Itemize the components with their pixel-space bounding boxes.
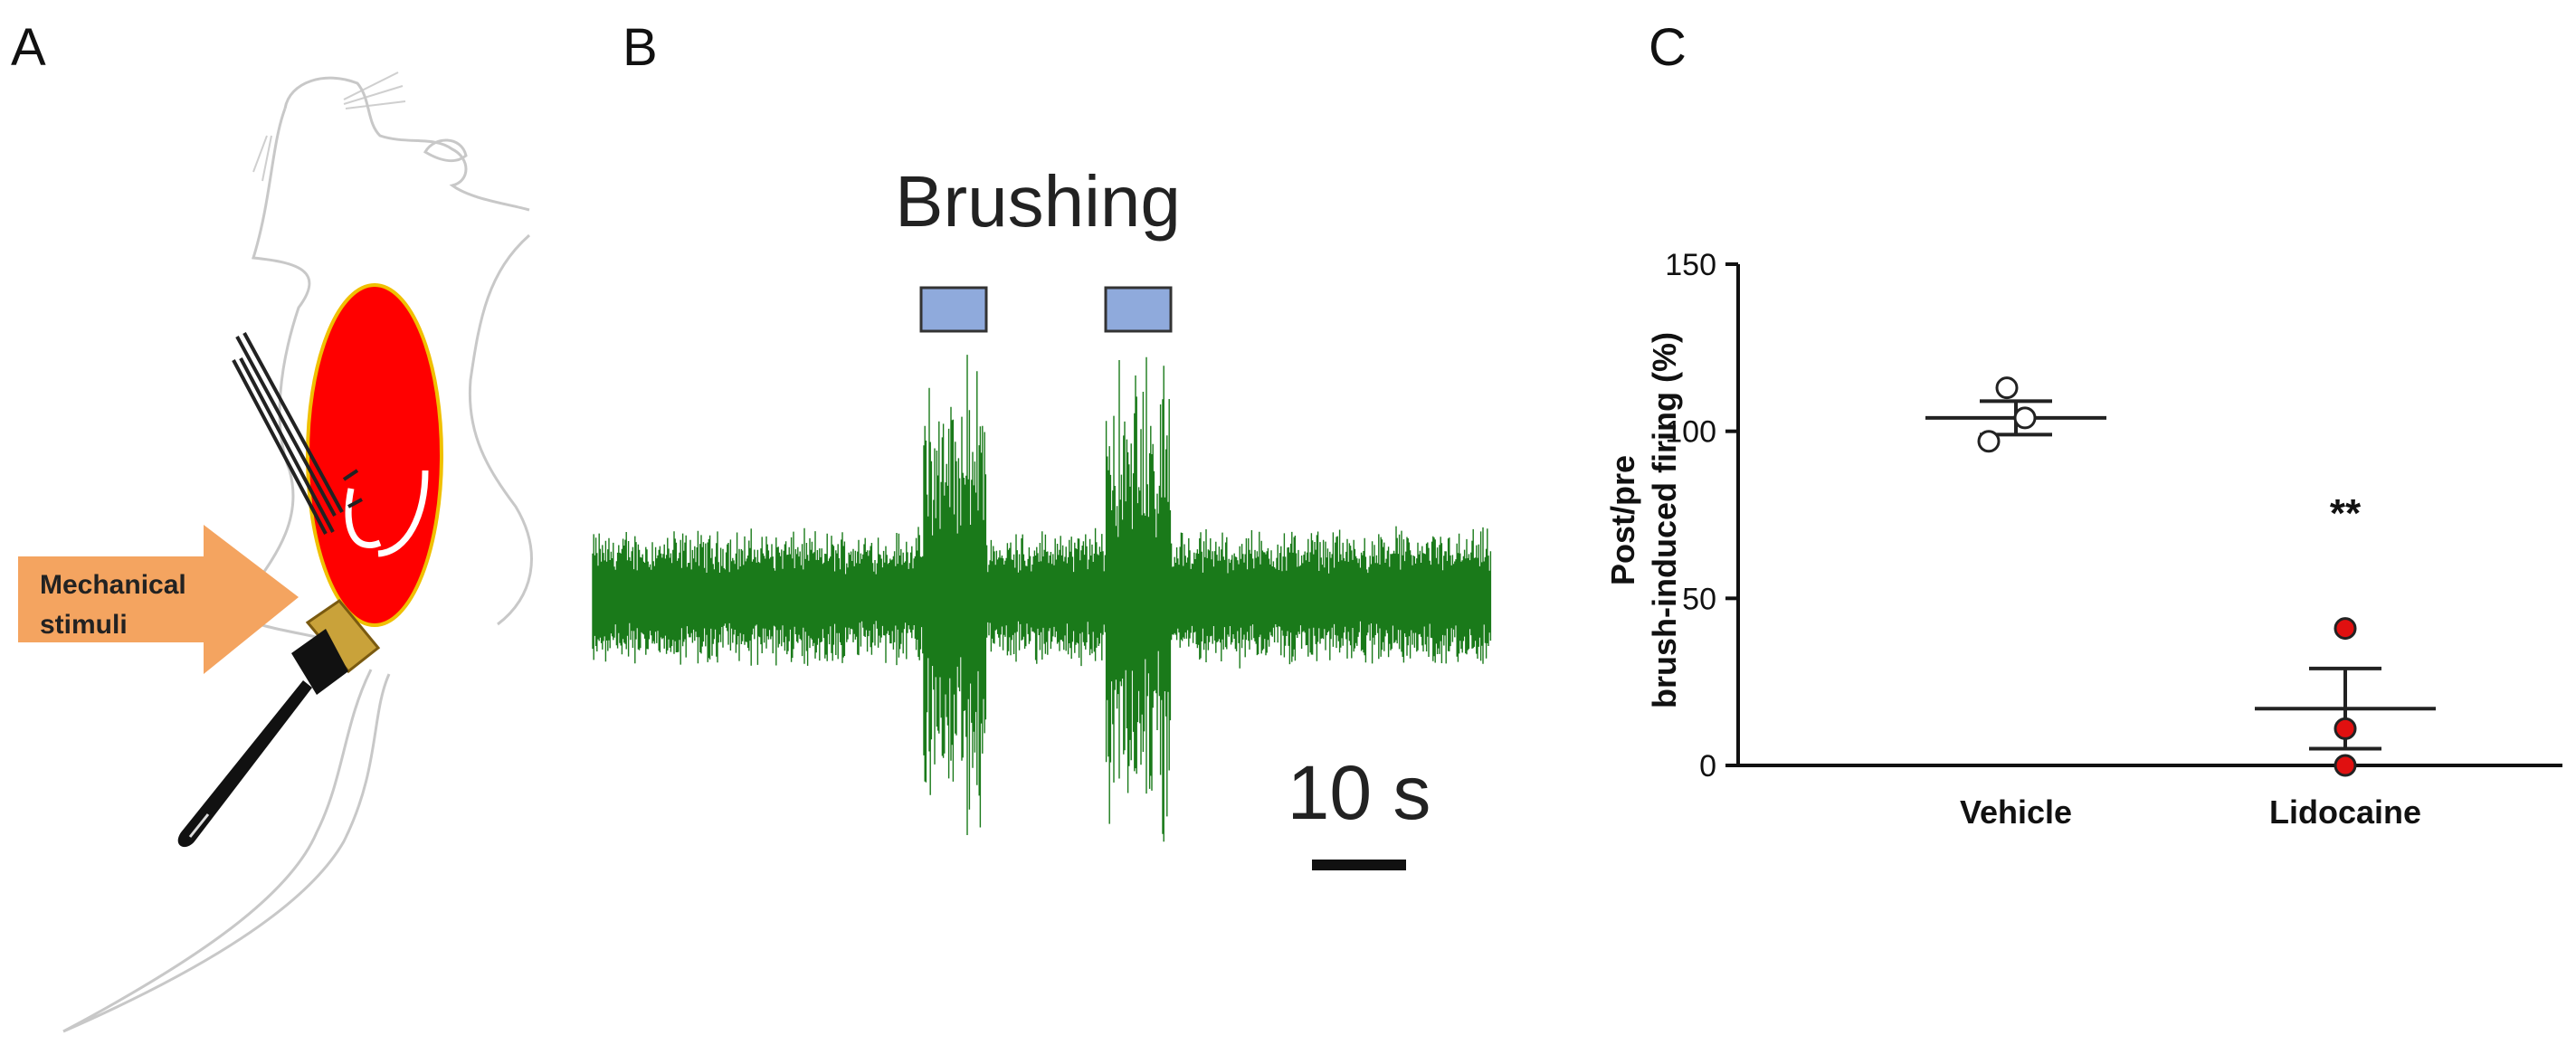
injection-site-oval — [306, 283, 443, 627]
mouse-tail-outline — [62, 669, 391, 1033]
panel-a-mouse-schematic: Mechanical stimuli — [18, 71, 533, 1033]
panel-c-chart: Post/pre brush-induced firing (%) 0 50 100… — [1604, 248, 2562, 831]
brush-icon — [177, 598, 381, 848]
panel-label-b: B — [623, 18, 658, 77]
data-point — [2013, 406, 2037, 430]
mouse-body-left-outline — [233, 108, 311, 616]
scale-bar — [1312, 860, 1406, 870]
mouse-ear-outline — [423, 138, 468, 162]
y-tick-label: 100 — [1665, 415, 1716, 450]
stimulus-label: Brushing — [895, 161, 1181, 242]
panel-b-recording: Brushing 10 s — [592, 161, 1492, 870]
electrode-tip-white — [345, 488, 382, 548]
data-point — [1995, 376, 2019, 400]
panel-label-a: A — [11, 18, 46, 77]
scatter-marks — [1925, 376, 2436, 777]
nerve-recording-trace — [592, 355, 1492, 842]
data-point — [2334, 617, 2357, 641]
whiskers — [252, 71, 406, 182]
arrow-label-line2: stimuli — [40, 610, 128, 640]
x-category-label: Vehicle — [1960, 793, 2072, 831]
electrode-tip-white-2 — [377, 470, 429, 557]
data-point — [2334, 717, 2357, 740]
brush-marker-2 — [1104, 286, 1173, 333]
recording-electrodes — [232, 332, 363, 535]
scale-bar-label: 10 s — [1288, 750, 1431, 835]
mouse-body-right-outline — [468, 233, 533, 626]
data-point — [1977, 430, 2001, 453]
y-axis-label-line2: brush-induced firing (%) — [1646, 332, 1683, 708]
x-category-label: Lidocaine — [2269, 793, 2421, 831]
y-tick-label: 0 — [1699, 749, 1716, 784]
arrow-label-line1: Mechanical — [40, 570, 186, 600]
brush-marker-1 — [919, 286, 988, 333]
data-point — [2334, 754, 2357, 777]
mouse-head-outline — [283, 76, 530, 212]
y-axis-ticks: 0 50 100 150 — [1665, 248, 1738, 784]
y-tick-label: 150 — [1665, 248, 1716, 282]
panel-label-c: C — [1649, 18, 1687, 77]
significance-annotation: ** — [2330, 491, 2362, 536]
y-axis-label-line1: Post/pre — [1604, 455, 1641, 585]
y-tick-label: 50 — [1682, 582, 1716, 616]
x-axis-categories: Vehicle Lidocaine — [1960, 793, 2421, 831]
mechanical-stimuli-arrow — [18, 525, 299, 674]
trace-path — [592, 355, 1492, 842]
